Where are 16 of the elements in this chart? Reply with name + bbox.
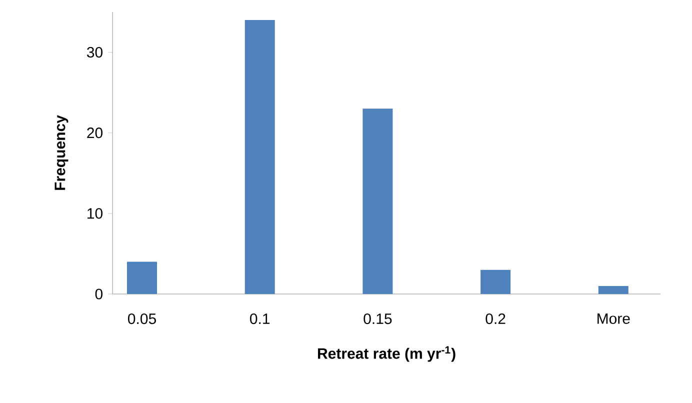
y-tick-label: 30 xyxy=(86,46,102,58)
x-axis-title: Retreat rate (m yr$^{-1}$) xyxy=(318,346,456,362)
bar xyxy=(244,20,275,294)
x-tick-label: More xyxy=(598,313,630,324)
x-tick-label: 0.05 xyxy=(128,313,156,324)
bar xyxy=(362,108,393,294)
bar xyxy=(480,270,511,294)
x-tick-label: 0.2 xyxy=(486,313,506,324)
y-tick-label: 20 xyxy=(87,128,102,138)
y-axis-title: Frequency xyxy=(54,115,68,190)
bar xyxy=(127,262,157,294)
y-tick-label: 0 xyxy=(95,288,102,300)
bar xyxy=(598,286,628,294)
x-tick-label: 0.1 xyxy=(250,313,270,324)
y-tick-label: 10 xyxy=(88,208,102,219)
x-tick-label: 0.15 xyxy=(364,313,392,324)
